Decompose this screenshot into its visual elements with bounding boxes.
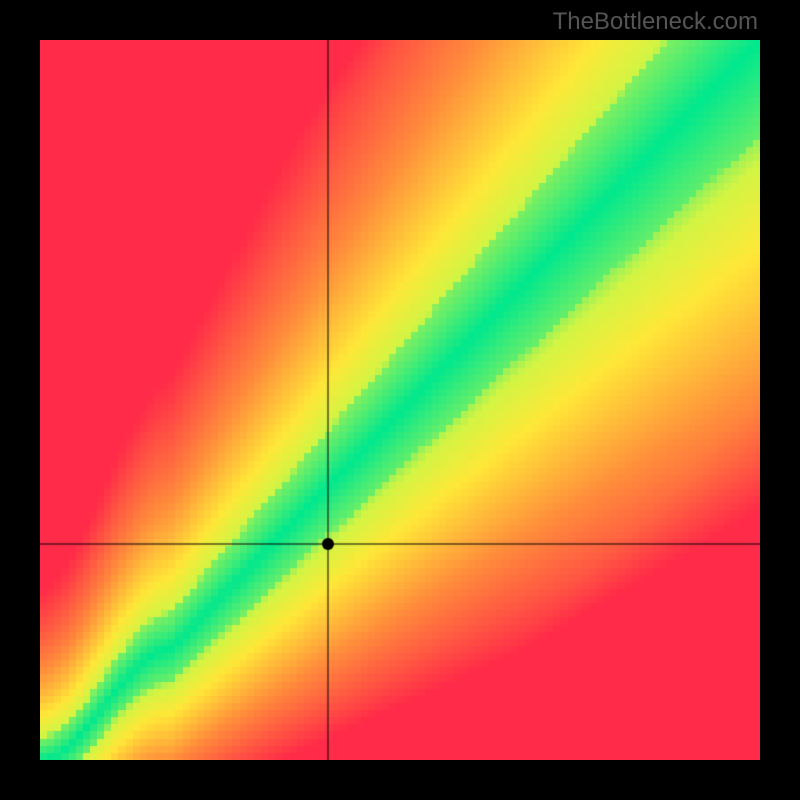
heatmap-canvas — [40, 40, 760, 760]
watermark-text: TheBottleneck.com — [553, 8, 758, 36]
bottleneck-heatmap — [40, 40, 760, 760]
